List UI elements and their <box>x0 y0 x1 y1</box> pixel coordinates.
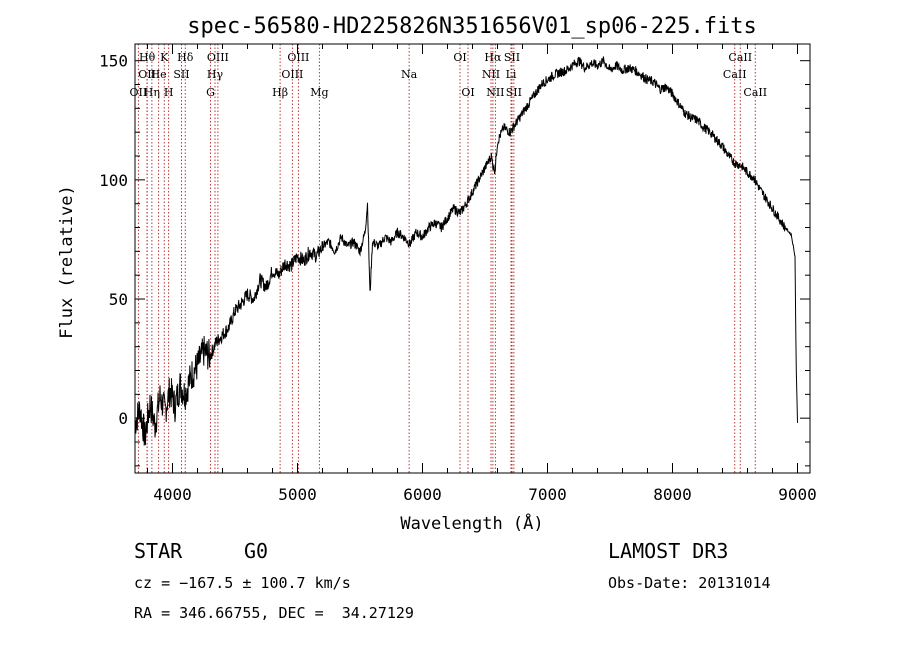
redshift-cz: cz = −167.5 ± 100.7 km/s <box>134 574 351 592</box>
observation-date: Obs-Date: 20131014 <box>608 574 771 592</box>
line-label: Hγ <box>207 68 224 81</box>
x-axis-label: Wavelength (Å) <box>400 512 543 534</box>
x-tick-label: 4000 <box>153 485 192 504</box>
axis-ticks: 4000 5000 6000 7000 8000 9000 0 50 100 150 <box>99 44 817 504</box>
line-label: H <box>164 86 174 99</box>
flux-line <box>134 56 798 446</box>
line-label: Li <box>506 68 517 81</box>
line-label: Hβ <box>272 86 288 99</box>
line-label: NII <box>486 86 504 99</box>
coordinates: RA = 346.66755, DEC = 34.27129 <box>134 604 414 622</box>
chart-title: spec-56580-HD225826N351656V01_sp06-225.f… <box>187 14 757 39</box>
line-label: Hη <box>144 86 160 99</box>
line-label: SII <box>504 51 520 64</box>
line-label: He <box>151 68 167 81</box>
line-label: Hδ <box>177 51 194 64</box>
x-tick-label: 9000 <box>778 485 817 504</box>
line-label: OII <box>130 86 148 99</box>
line-label: OIII <box>287 51 309 64</box>
x-tick-label: 6000 <box>403 485 442 504</box>
line-label: CaII <box>728 51 752 64</box>
line-label: G <box>206 86 215 99</box>
spectral-line-markers <box>137 44 756 473</box>
object-subclass: G0 <box>244 539 269 563</box>
y-tick-label: 150 <box>99 52 128 71</box>
line-label: OI <box>453 51 466 64</box>
line-label: OI <box>461 86 474 99</box>
x-tick-label: 5000 <box>278 485 317 504</box>
line-label: K <box>160 51 169 64</box>
y-axis-label: Flux (relative) <box>57 185 77 339</box>
x-tick-label: 8000 <box>653 485 692 504</box>
line-label: OIII <box>281 68 303 81</box>
line-label: CaII <box>743 86 767 99</box>
plot-frame <box>134 43 811 474</box>
y-tick-label: 50 <box>109 290 128 309</box>
line-label: SII <box>506 86 522 99</box>
line-label: Na <box>401 68 418 81</box>
line-label: Mg <box>310 86 328 99</box>
y-tick-label: 0 <box>118 409 128 428</box>
flux-series <box>134 56 798 446</box>
y-tick-label: 100 <box>99 171 128 190</box>
line-label: OIII <box>207 51 229 64</box>
survey-name: LAMOST DR3 <box>608 539 729 563</box>
line-label: CaII <box>723 68 747 81</box>
x-tick-label: 7000 <box>528 485 567 504</box>
line-label: OII <box>138 68 156 81</box>
line-label: Hα <box>484 51 502 64</box>
line-label: NII <box>482 68 500 81</box>
object-class: STAR <box>134 539 183 563</box>
line-label: Hθ <box>139 51 156 64</box>
line-label: SII <box>173 68 189 81</box>
